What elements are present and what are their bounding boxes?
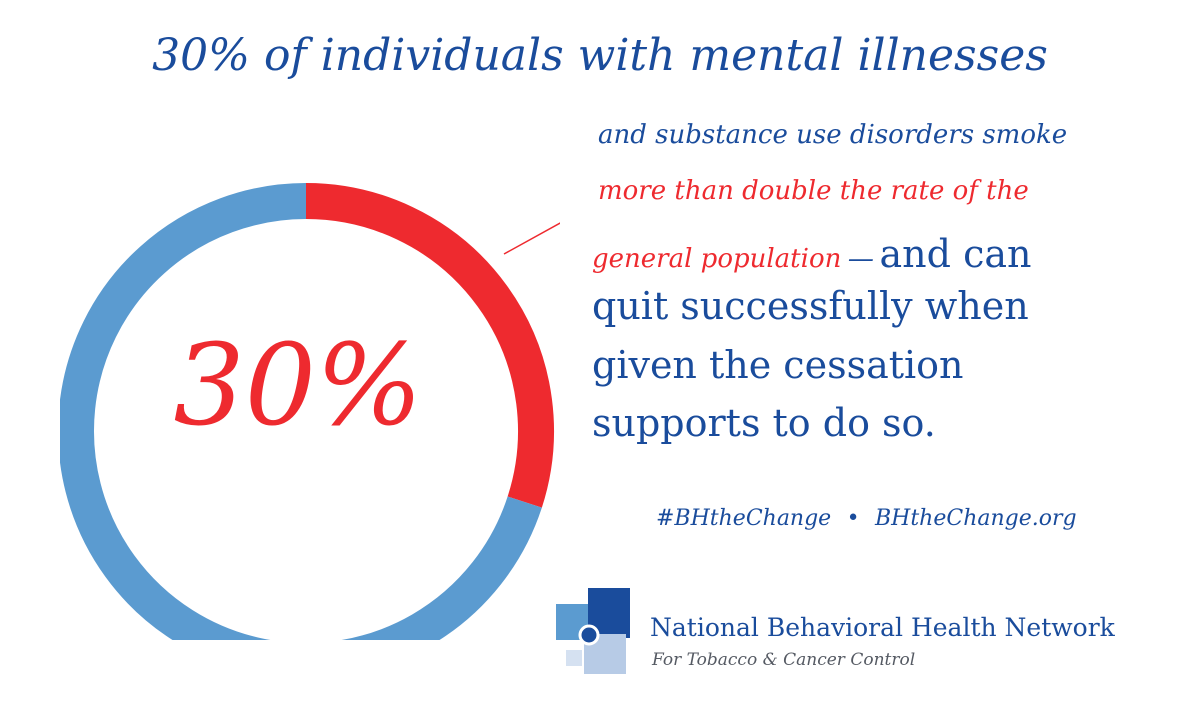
separator-bullet: •	[846, 506, 860, 531]
website-link[interactable]: BHtheChange.org	[874, 506, 1077, 531]
organization-name: National Behavioral Health Network	[650, 613, 1115, 642]
donut-slice-2	[60, 183, 542, 640]
callout-line	[503, 222, 560, 255]
body-line-6: supports to do so.	[592, 401, 936, 445]
body-line-2: more than double the rate of the	[598, 176, 1029, 206]
headline: 30% of individuals with mental illnesses	[152, 30, 1048, 81]
body-line-1: and substance use disorders smoke	[598, 120, 1068, 150]
body-line-3: general population — and can	[592, 232, 1031, 276]
donut-chart: 30%	[60, 183, 560, 640]
center-percentage-label: 30%	[174, 321, 423, 451]
em-dash: —	[847, 244, 874, 274]
body-line-4: quit successfully when	[592, 284, 1029, 328]
social-links: #BHtheChange • BHtheChange.org	[656, 506, 1077, 531]
body-line-5: given the cessation	[592, 343, 964, 387]
donut-slice-1	[305, 183, 554, 508]
organization-subtitle: For Tobacco & Cancer Control	[652, 650, 916, 670]
hashtag-link[interactable]: #BHtheChange	[656, 506, 832, 531]
body-phrase: and can	[879, 232, 1032, 276]
organization-logo	[556, 588, 630, 674]
highlight-phrase: general population	[592, 244, 842, 274]
